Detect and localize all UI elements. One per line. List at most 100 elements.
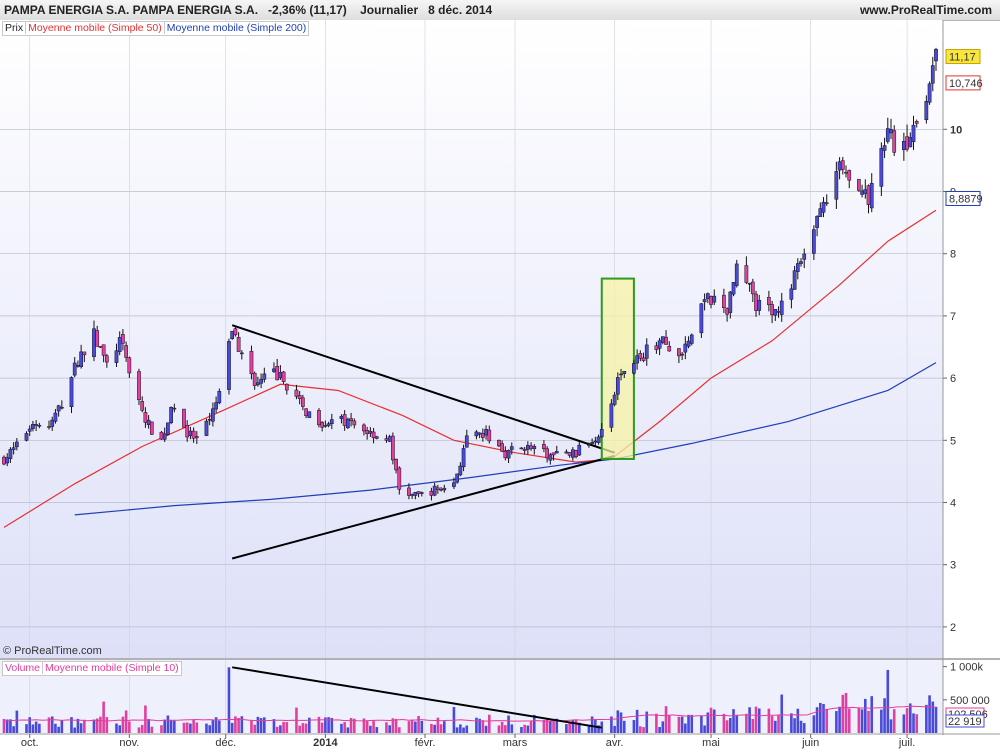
candle-body — [56, 405, 61, 412]
volume-bar — [610, 716, 613, 733]
volume-bar — [346, 727, 350, 733]
volume-bar — [9, 719, 12, 733]
candle-body — [384, 438, 389, 441]
volume-bar — [902, 714, 906, 733]
volume-bar — [729, 718, 732, 733]
volume-bar — [76, 718, 80, 733]
price-tick-label: 3 — [950, 560, 956, 572]
volume-bar — [50, 716, 54, 733]
volume-bars — [2, 667, 938, 733]
candle-body — [689, 334, 694, 344]
candle-body — [101, 344, 106, 356]
candle-body — [590, 442, 594, 445]
volume-bar — [462, 727, 465, 733]
candle-body — [911, 124, 916, 143]
candle-body — [47, 426, 51, 428]
candle-body — [860, 190, 864, 195]
volume-bar — [327, 717, 330, 733]
volume-bar — [285, 722, 289, 733]
volume-bar — [330, 717, 334, 733]
volume-bar — [417, 715, 420, 733]
volume-bar — [908, 703, 912, 733]
volume-bar — [385, 722, 388, 733]
candle-body — [307, 411, 312, 418]
volume-bar — [812, 715, 816, 733]
candle-body — [188, 430, 193, 436]
volume-bar — [847, 708, 851, 733]
candle-body — [249, 350, 254, 375]
candle-body — [815, 216, 819, 228]
volume-bar — [632, 720, 636, 733]
ma200-value-label-box — [945, 190, 981, 206]
site-label: www.ProRealTime.com — [859, 3, 992, 17]
volume-bar — [410, 719, 414, 733]
instrument-title: PAMPA ENERGIA S.A. PAMPA ENERGIA S.A. -2… — [4, 3, 492, 17]
candle-body — [323, 425, 328, 427]
candle-body — [725, 308, 729, 315]
candle-body — [487, 429, 492, 442]
candle-body — [699, 303, 704, 334]
volume-bar — [28, 717, 32, 733]
candle-body — [104, 355, 109, 363]
volume-bar — [263, 717, 266, 733]
volume-bar — [124, 710, 128, 733]
volume-bar — [70, 717, 73, 733]
volume-bar — [500, 721, 504, 733]
volume-bar — [391, 718, 395, 733]
candle-body — [889, 129, 893, 134]
volume-bar — [189, 723, 192, 733]
candle-body — [394, 458, 398, 471]
volume-bar — [218, 720, 221, 733]
volume-bar — [301, 723, 305, 733]
last-price-label: 11,17 — [949, 52, 976, 64]
candle-body — [812, 229, 816, 254]
candle-body — [905, 136, 909, 150]
volume-bar — [442, 721, 446, 733]
candle-body — [182, 408, 186, 428]
candle-body — [705, 293, 710, 299]
volume-bar — [240, 716, 244, 733]
candle-body — [98, 346, 103, 348]
volume-bar — [655, 713, 658, 733]
volume-bar — [709, 707, 713, 733]
volume-bar — [430, 724, 433, 733]
candle-body — [294, 389, 299, 397]
volume-bar — [60, 720, 64, 733]
volume-bar — [619, 712, 623, 733]
candle-body — [95, 330, 100, 347]
candle-body — [233, 328, 238, 336]
volume-bar — [475, 717, 478, 733]
volume-bar — [880, 709, 883, 733]
volume-bar — [79, 723, 83, 733]
candle-body — [834, 171, 839, 200]
candle-body — [509, 446, 514, 450]
volume-bar — [703, 725, 706, 733]
candle-body — [677, 348, 681, 357]
candle-body — [317, 410, 321, 426]
price-change: -2,36% (11,17) — [268, 3, 347, 17]
volume-bar — [687, 714, 690, 733]
volume-bar — [751, 718, 755, 733]
volume-bar — [166, 715, 170, 733]
price-tick-label: 8 — [950, 249, 956, 261]
candle-body — [252, 372, 257, 386]
volume-bar — [250, 720, 253, 733]
volume-bar — [57, 726, 60, 733]
volume-bar — [73, 727, 77, 733]
volume-bar — [481, 720, 485, 733]
candle-body — [452, 482, 456, 487]
candle-body — [632, 363, 636, 374]
volume-bar — [414, 721, 417, 733]
ma200-line — [74, 362, 937, 516]
volume-bar — [185, 722, 189, 733]
volume-bar — [796, 708, 800, 733]
last-price-label-box — [945, 49, 981, 65]
candle-body — [92, 328, 96, 357]
volume-bar — [857, 707, 861, 733]
volume-bar — [552, 719, 555, 733]
candle-body — [304, 408, 308, 417]
volume-bar — [140, 724, 144, 733]
candle-body — [506, 450, 511, 459]
candle-body — [615, 377, 620, 395]
